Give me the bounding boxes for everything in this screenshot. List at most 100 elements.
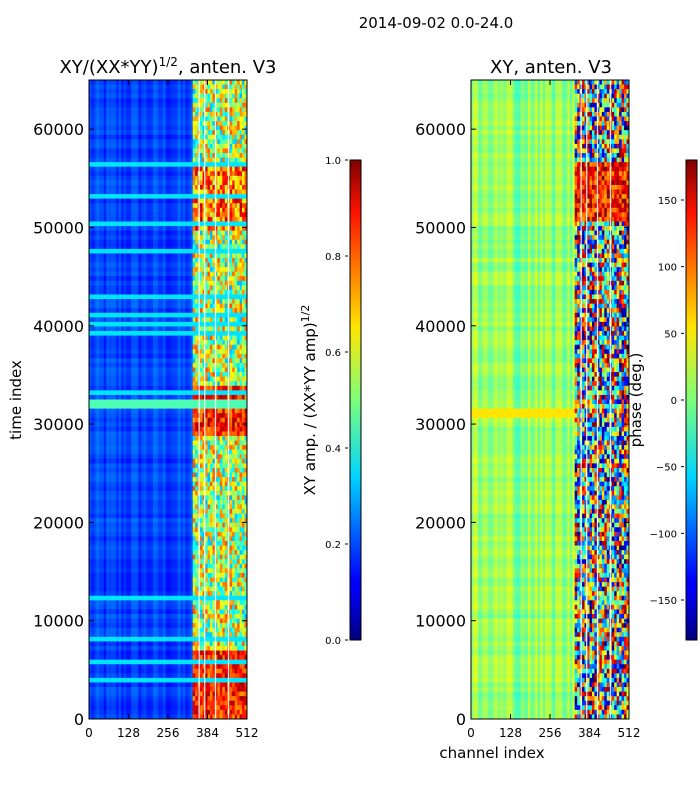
left-heatmap-cell [111, 166, 115, 172]
left-heatmap-cell [170, 399, 174, 405]
left-heatmap-cell [153, 399, 157, 405]
left-heatmap-cell [103, 385, 107, 391]
left-heatmap-cell [202, 203, 206, 209]
left-heatmap-cell [234, 226, 238, 232]
left-heatmap-cell [133, 299, 137, 305]
left-heatmap-cell [89, 276, 92, 282]
left-heatmap-cell [202, 258, 206, 263]
left-heatmap-cell [190, 98, 194, 104]
left-heatmap-cell [158, 107, 161, 113]
left-heatmap-cell [155, 312, 159, 318]
left-heatmap-cell [126, 362, 129, 368]
left-heatmap-cell [209, 326, 213, 332]
left-heatmap-cell [212, 285, 216, 291]
left-heatmap-cell [111, 84, 115, 90]
left-heatmap-cell [145, 93, 149, 99]
left-heatmap-cell [190, 244, 194, 250]
left-heatmap-cell [106, 125, 110, 131]
left-heatmap-cell [96, 107, 100, 113]
left-heatmap-cell [108, 317, 112, 323]
left-heatmap-cell [205, 134, 208, 140]
left-heatmap-cell [130, 326, 134, 332]
left-heatmap-cell [165, 162, 169, 168]
left-heatmap-cell [143, 226, 147, 232]
left-heatmap-cell [244, 280, 248, 286]
left-heatmap-cell [192, 80, 196, 85]
left-heatmap-cell [123, 353, 127, 359]
left-heatmap-cell [145, 417, 149, 423]
left-heatmap-cell [153, 125, 157, 131]
left-heatmap-cell [232, 385, 236, 391]
left-heatmap-cell [244, 285, 248, 291]
left-heatmap-cell [202, 226, 206, 232]
left-heatmap-cell [150, 349, 154, 355]
left-heatmap-cell [205, 84, 208, 90]
left-heatmap-cell [168, 248, 171, 254]
left-heatmap-cell [126, 93, 129, 99]
left-heatmap-cell [232, 153, 236, 158]
left-heatmap-cell [237, 413, 240, 419]
left-heatmap-cell [170, 344, 174, 350]
left-heatmap-cell [200, 89, 203, 95]
left-heatmap-cell [140, 102, 144, 108]
left-heatmap-cell [153, 289, 157, 295]
left-heatmap-cell [98, 312, 102, 318]
left-heatmap-cell [224, 194, 228, 200]
left-heatmap-cell [168, 89, 171, 95]
left-heatmap-cell [170, 362, 174, 368]
left-heatmap-cell [93, 408, 97, 414]
left-heatmap-cell [143, 299, 147, 305]
left-heatmap-cell [111, 404, 115, 410]
left-heatmap-cell [200, 93, 203, 99]
left-heatmap-cell [192, 408, 196, 414]
left-heatmap-cell [207, 312, 211, 318]
left-heatmap-cell [229, 89, 233, 95]
left-heatmap-cell [130, 321, 134, 327]
left-heatmap-cell [209, 143, 213, 149]
left-heatmap-cell [138, 271, 142, 277]
left-heatmap-cell [91, 125, 95, 131]
left-heatmap-cell [101, 262, 105, 268]
left-heatmap-cell [200, 344, 203, 350]
left-heatmap-cell [212, 143, 216, 149]
left-heatmap-cell [185, 162, 189, 168]
left-heatmap-cell [237, 431, 240, 437]
left-heatmap-cell [202, 80, 206, 85]
left-heatmap-cell [96, 280, 100, 286]
left-heatmap-cell [138, 317, 142, 323]
left-heatmap-cell [190, 358, 194, 364]
left-heatmap-cell [200, 180, 203, 186]
left-heatmap-cell [91, 303, 95, 309]
left-heatmap-cell [242, 244, 245, 250]
left-heatmap-cell [242, 207, 245, 213]
left-heatmap-cell [175, 326, 179, 332]
left-heatmap-cell [153, 111, 157, 117]
left-heatmap-cell [163, 381, 166, 387]
left-heatmap-cell [98, 130, 102, 136]
left-heatmap-cell [158, 134, 161, 140]
left-heatmap-cell [237, 335, 240, 341]
left-heatmap-cell [187, 262, 191, 268]
left-heatmap-cell [237, 308, 240, 314]
left-heatmap-cell [229, 102, 233, 108]
left-heatmap-cell [163, 422, 166, 428]
left-heatmap-cell [130, 394, 134, 400]
left-heatmap-cell [135, 239, 139, 245]
left-heatmap-cell [116, 426, 120, 432]
left-heatmap-cell [185, 335, 189, 341]
left-heatmap-cell [229, 175, 233, 181]
left-heatmap-cell [160, 262, 164, 268]
left-heatmap-cell [143, 235, 147, 241]
left-heatmap-cell [214, 107, 218, 113]
left-heatmap-cell [232, 353, 236, 359]
left-heatmap-cell [89, 130, 92, 136]
left-heatmap-cell [116, 335, 120, 341]
left-heatmap-cell [133, 89, 137, 95]
left-heatmap-cell [177, 235, 181, 241]
left-heatmap-cell [135, 253, 139, 259]
left-heatmap-cell [155, 404, 159, 410]
left-heatmap-cell [222, 372, 226, 378]
left-heatmap-cell [158, 385, 161, 391]
left-heatmap-cell [172, 276, 176, 282]
left-heatmap-cell [222, 308, 226, 314]
